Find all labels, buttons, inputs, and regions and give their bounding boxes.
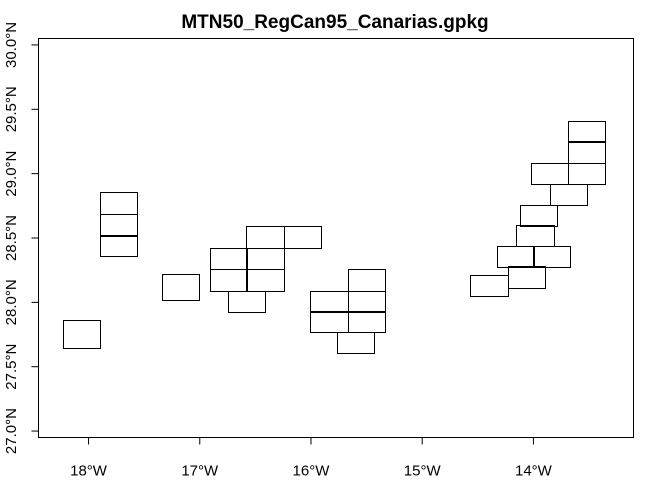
sheet-grid bbox=[63, 121, 606, 354]
x-tick-label: 16°W bbox=[293, 463, 331, 480]
map-sheet bbox=[348, 291, 386, 313]
y-tick-label: 27.0°N bbox=[3, 408, 20, 454]
y-tick-label: 27.5°N bbox=[3, 344, 20, 390]
map-sheet bbox=[210, 248, 248, 270]
map-sheet bbox=[568, 141, 606, 164]
map-sheet bbox=[516, 225, 555, 247]
y-tick-label: 29.5°N bbox=[3, 86, 20, 132]
x-tick-label: 14°W bbox=[515, 463, 553, 480]
x-tick-label: 18°W bbox=[70, 463, 108, 480]
map-sheet bbox=[63, 320, 101, 349]
map-sheet bbox=[348, 311, 386, 333]
y-tick-label: 28.5°N bbox=[3, 215, 20, 261]
map-sheet bbox=[533, 246, 571, 268]
x-tick-label: 17°W bbox=[181, 463, 219, 480]
map-sheet bbox=[310, 311, 349, 333]
x-tick-label: 15°W bbox=[404, 463, 442, 480]
map-sheet bbox=[470, 275, 509, 297]
y-tick-label: 30.0°N bbox=[3, 22, 20, 68]
map-sheet bbox=[246, 226, 285, 249]
map-sheet bbox=[568, 163, 606, 185]
map-sheet bbox=[348, 269, 386, 292]
map-title: MTN50_RegCan95_Canarias.gpkg bbox=[181, 12, 488, 33]
map-sheet bbox=[100, 214, 138, 237]
map-sheet bbox=[310, 291, 349, 313]
map-sheet bbox=[284, 226, 322, 249]
map-sheet bbox=[210, 269, 248, 292]
map-sheet bbox=[162, 274, 200, 301]
plot-frame bbox=[38, 38, 634, 438]
map-sheet bbox=[550, 184, 588, 206]
x-axis: 18°W 17°W 16°W 15°W 14°W bbox=[70, 437, 553, 480]
map-sheet bbox=[520, 205, 558, 227]
y-axis: 27.0°N 27.5°N 28.0°N 28.5°N 29.0°N 29.5°N 30.0… bbox=[3, 22, 39, 454]
map-sheet bbox=[246, 248, 285, 270]
map-sheet bbox=[246, 269, 285, 292]
map-sheet bbox=[497, 246, 535, 268]
map-sheet bbox=[228, 291, 266, 313]
map-sheet bbox=[337, 332, 375, 354]
map-sheet bbox=[531, 163, 569, 185]
map-sheet bbox=[100, 192, 138, 215]
map-sheet bbox=[100, 235, 138, 257]
y-tick-label: 29.0°N bbox=[3, 151, 20, 197]
y-tick-label: 28.0°N bbox=[3, 279, 20, 325]
map-sheet bbox=[508, 266, 546, 289]
map-sheet bbox=[568, 121, 606, 143]
